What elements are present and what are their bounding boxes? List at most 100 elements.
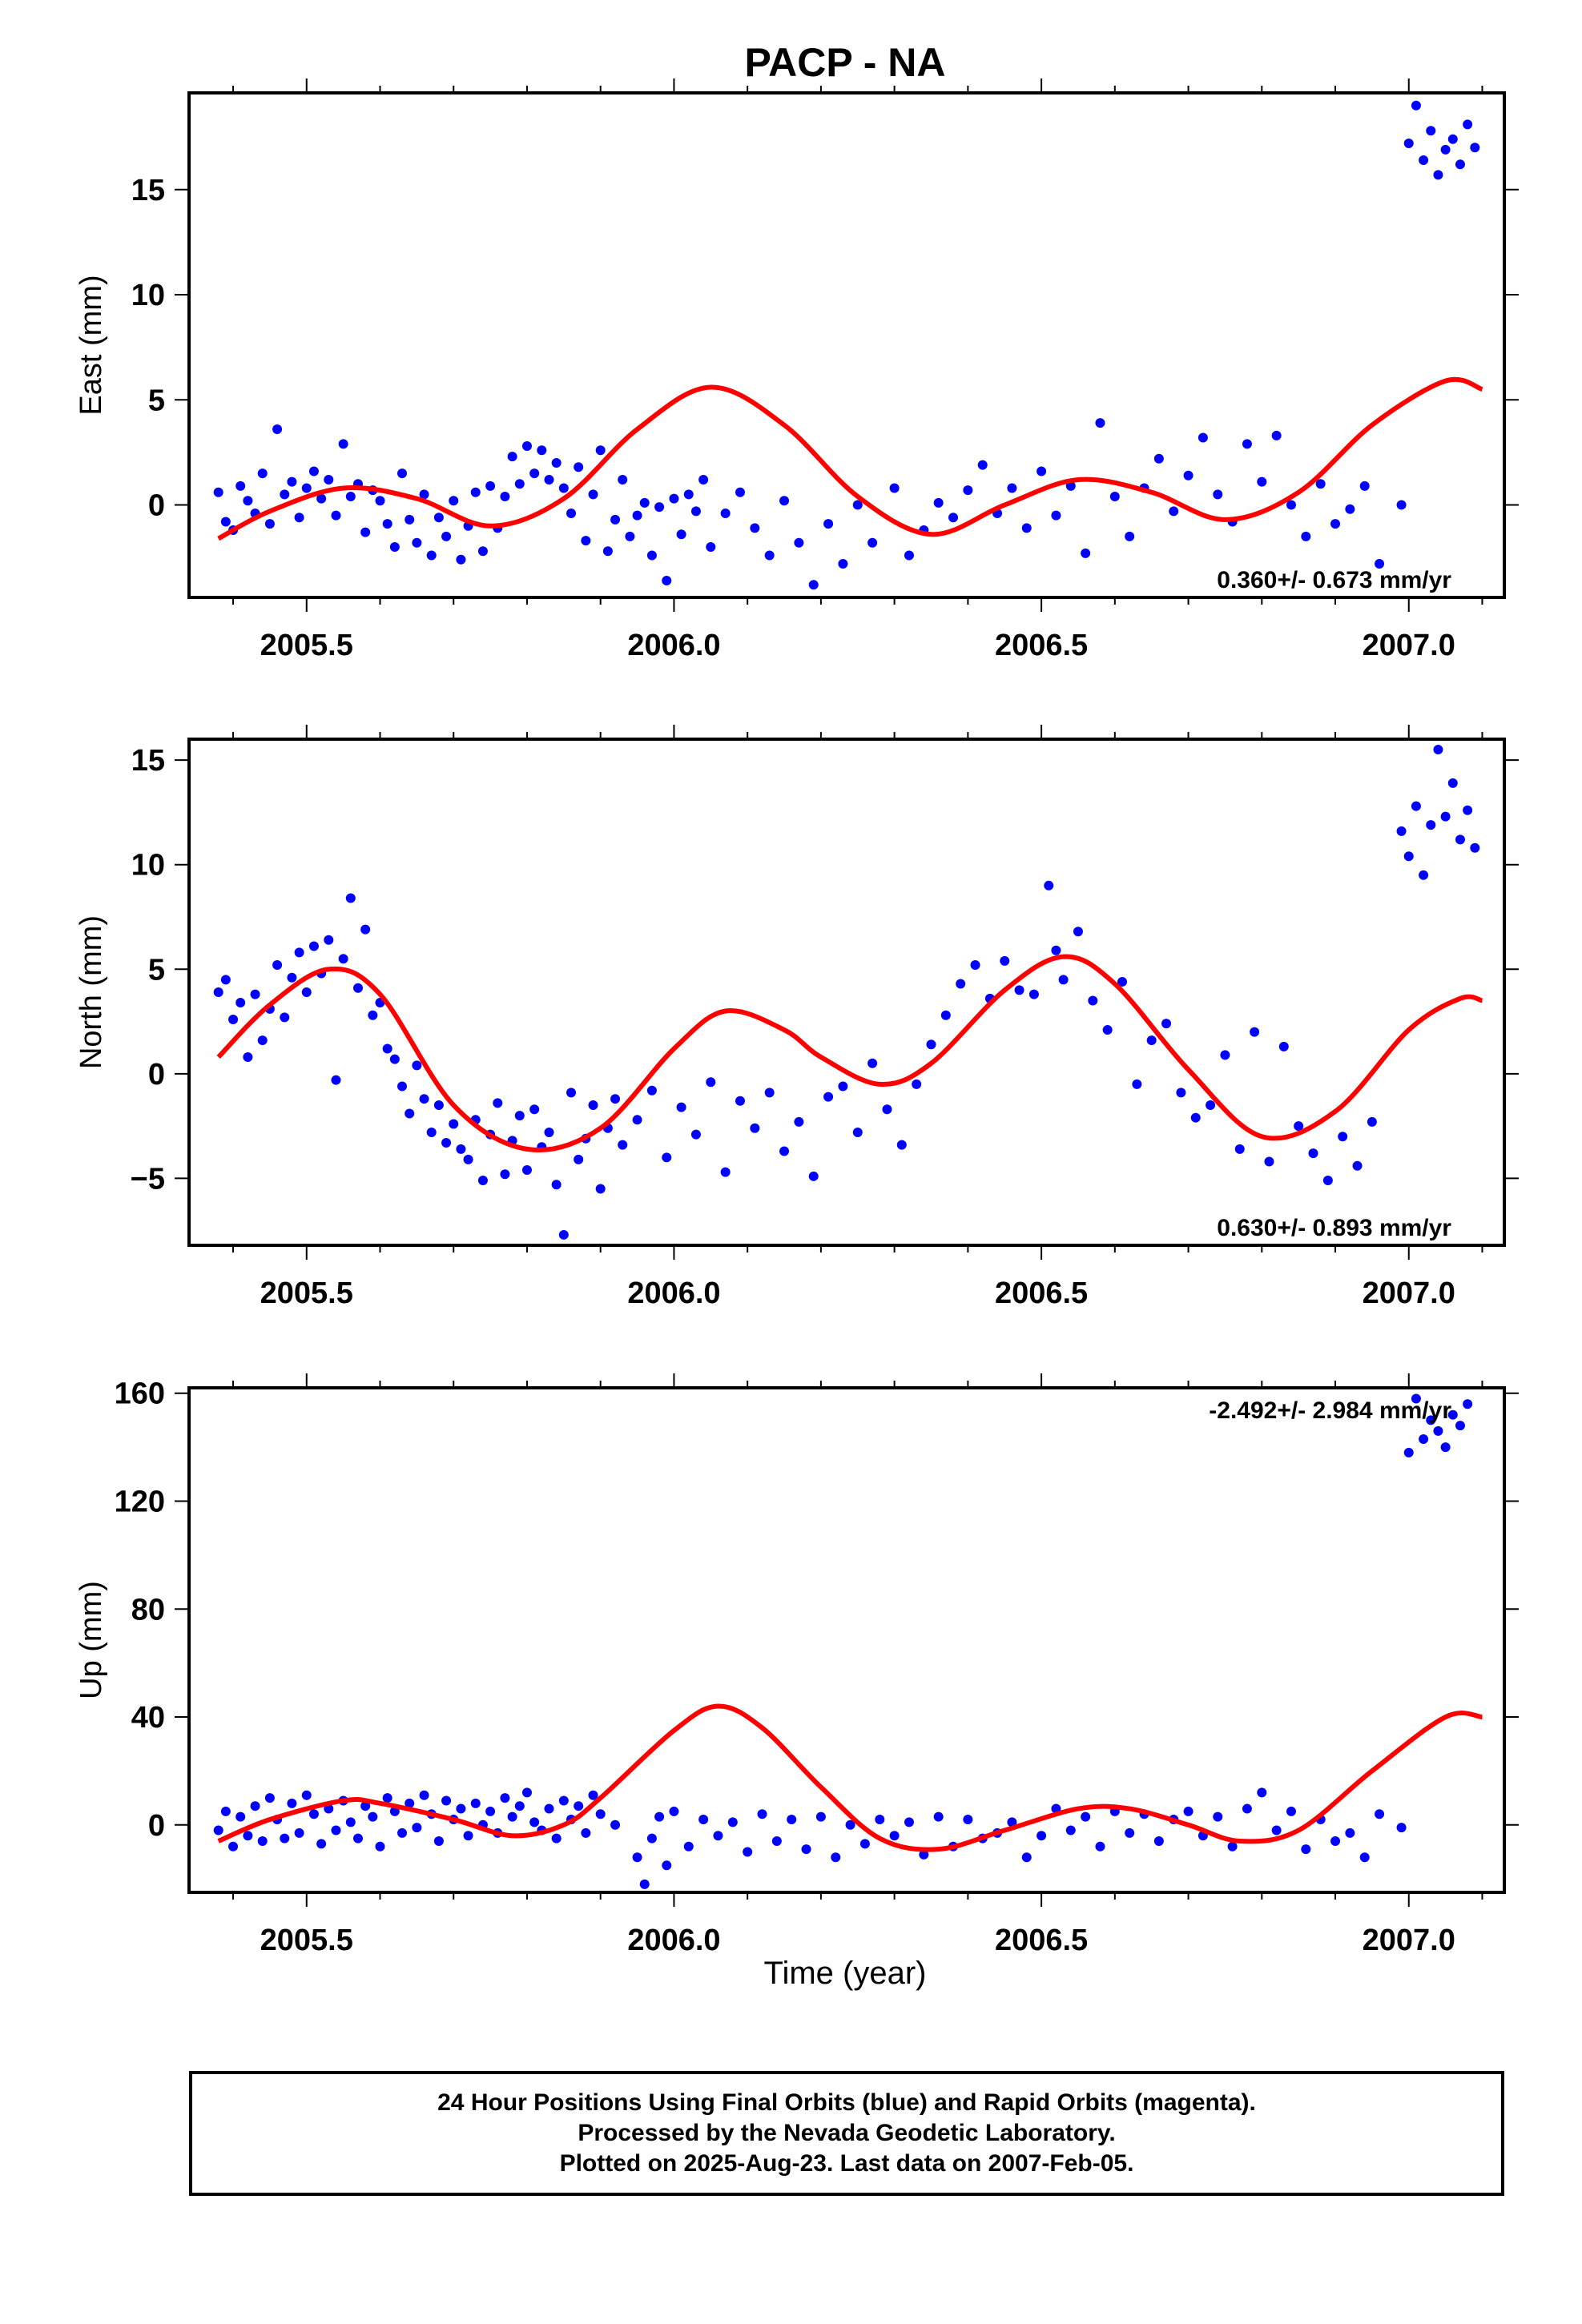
x-tick-label: 2006.0 [627,1924,720,1957]
data-point [213,1825,223,1835]
data-point [933,1811,944,1822]
panel-frame [187,1386,1506,1894]
data-point [345,893,356,903]
data-point [1007,483,1017,493]
data-point [301,1790,312,1800]
data-point [735,1096,745,1106]
data-point [639,1879,650,1889]
data-point [1411,801,1421,811]
data-point [324,935,334,945]
data-point [676,1102,686,1112]
data-point [441,531,452,541]
data-point [220,517,231,527]
data-point [867,1058,878,1068]
fit-curve [217,376,1483,541]
data-point [1470,842,1480,853]
data-point [662,1860,672,1871]
data-point [1345,504,1355,514]
data-point [669,493,679,504]
data-point [1463,1399,1473,1409]
data-point [301,483,312,493]
data-point [558,1795,569,1806]
data-point [588,1790,598,1800]
data-point [514,1801,525,1811]
data-point [1257,1787,1267,1798]
data-point [1322,1176,1333,1186]
y-tick-label: 5 [148,953,165,987]
data-point [618,475,628,485]
data-point [243,1831,253,1841]
y-tick-label: 0 [148,1809,165,1843]
data-point [257,1835,268,1846]
data-point [1294,1121,1304,1132]
data-point [213,487,223,497]
data-point [713,1831,723,1841]
data-point [1440,144,1451,155]
data-point [287,972,297,983]
chart-title: PACP - NA [745,40,946,85]
data-point [1161,1019,1172,1029]
y-tick-label: −5 [131,1162,165,1196]
x-tick-label: 2005.5 [260,1277,353,1310]
data-point [1153,453,1164,464]
data-point [360,527,371,537]
footer-line-3: Plotted on 2025-Aug-23. Last data on 200… [559,2150,1134,2177]
data-point [1359,1852,1370,1863]
data-point [750,1123,760,1133]
data-point [235,1811,246,1822]
data-point [228,1014,239,1024]
data-point [287,476,297,487]
fit-curve [217,1703,1483,1852]
data-point [228,1841,239,1852]
data-point [514,1111,525,1121]
data-point [463,1831,473,1841]
data-point [419,1790,429,1800]
data-point [1330,519,1341,529]
data-point [1426,1415,1436,1425]
data-point [1007,1817,1017,1827]
data-point [625,531,635,541]
data-point [345,492,356,501]
data-point [1206,1100,1216,1111]
data-point [558,483,569,493]
data-point [500,1169,510,1180]
data-point [477,1176,488,1186]
data-point [1220,1050,1230,1060]
data-point [632,510,642,521]
data-point [1396,1823,1407,1833]
data-point [654,1811,665,1822]
data-point [1419,1434,1429,1445]
data-point [294,947,304,958]
data-point [632,1115,642,1125]
y-tick-label: 10 [131,849,165,883]
data-point [1433,170,1443,180]
data-point [588,489,598,500]
data-point [521,1787,532,1798]
data-point [618,1140,628,1150]
data-point [720,509,731,518]
data-point [280,1833,290,1844]
data-point [1095,1841,1105,1852]
data-point [537,445,547,456]
data-point [1132,1079,1142,1089]
data-point [1271,430,1282,440]
y-tick-label: 15 [131,744,165,778]
y-axis-label: Up (mm) [74,1581,108,1699]
data-point [463,1154,473,1164]
y-axis-label: East (mm) [74,275,108,415]
data-point [1367,1116,1377,1127]
data-point [1411,100,1421,111]
data-point [426,550,437,561]
data-point [1352,1160,1363,1171]
data-point [970,960,980,971]
data-point [1419,870,1429,880]
y-tick-label: 40 [131,1701,165,1735]
data-point [287,1798,297,1808]
x-tick-label: 2006.5 [995,1277,1088,1310]
data-point [280,1012,290,1023]
data-point [1426,126,1436,136]
data-point [1301,1844,1311,1855]
data-point [574,1801,584,1811]
data-point [1227,1841,1238,1852]
data-point [838,1081,848,1092]
